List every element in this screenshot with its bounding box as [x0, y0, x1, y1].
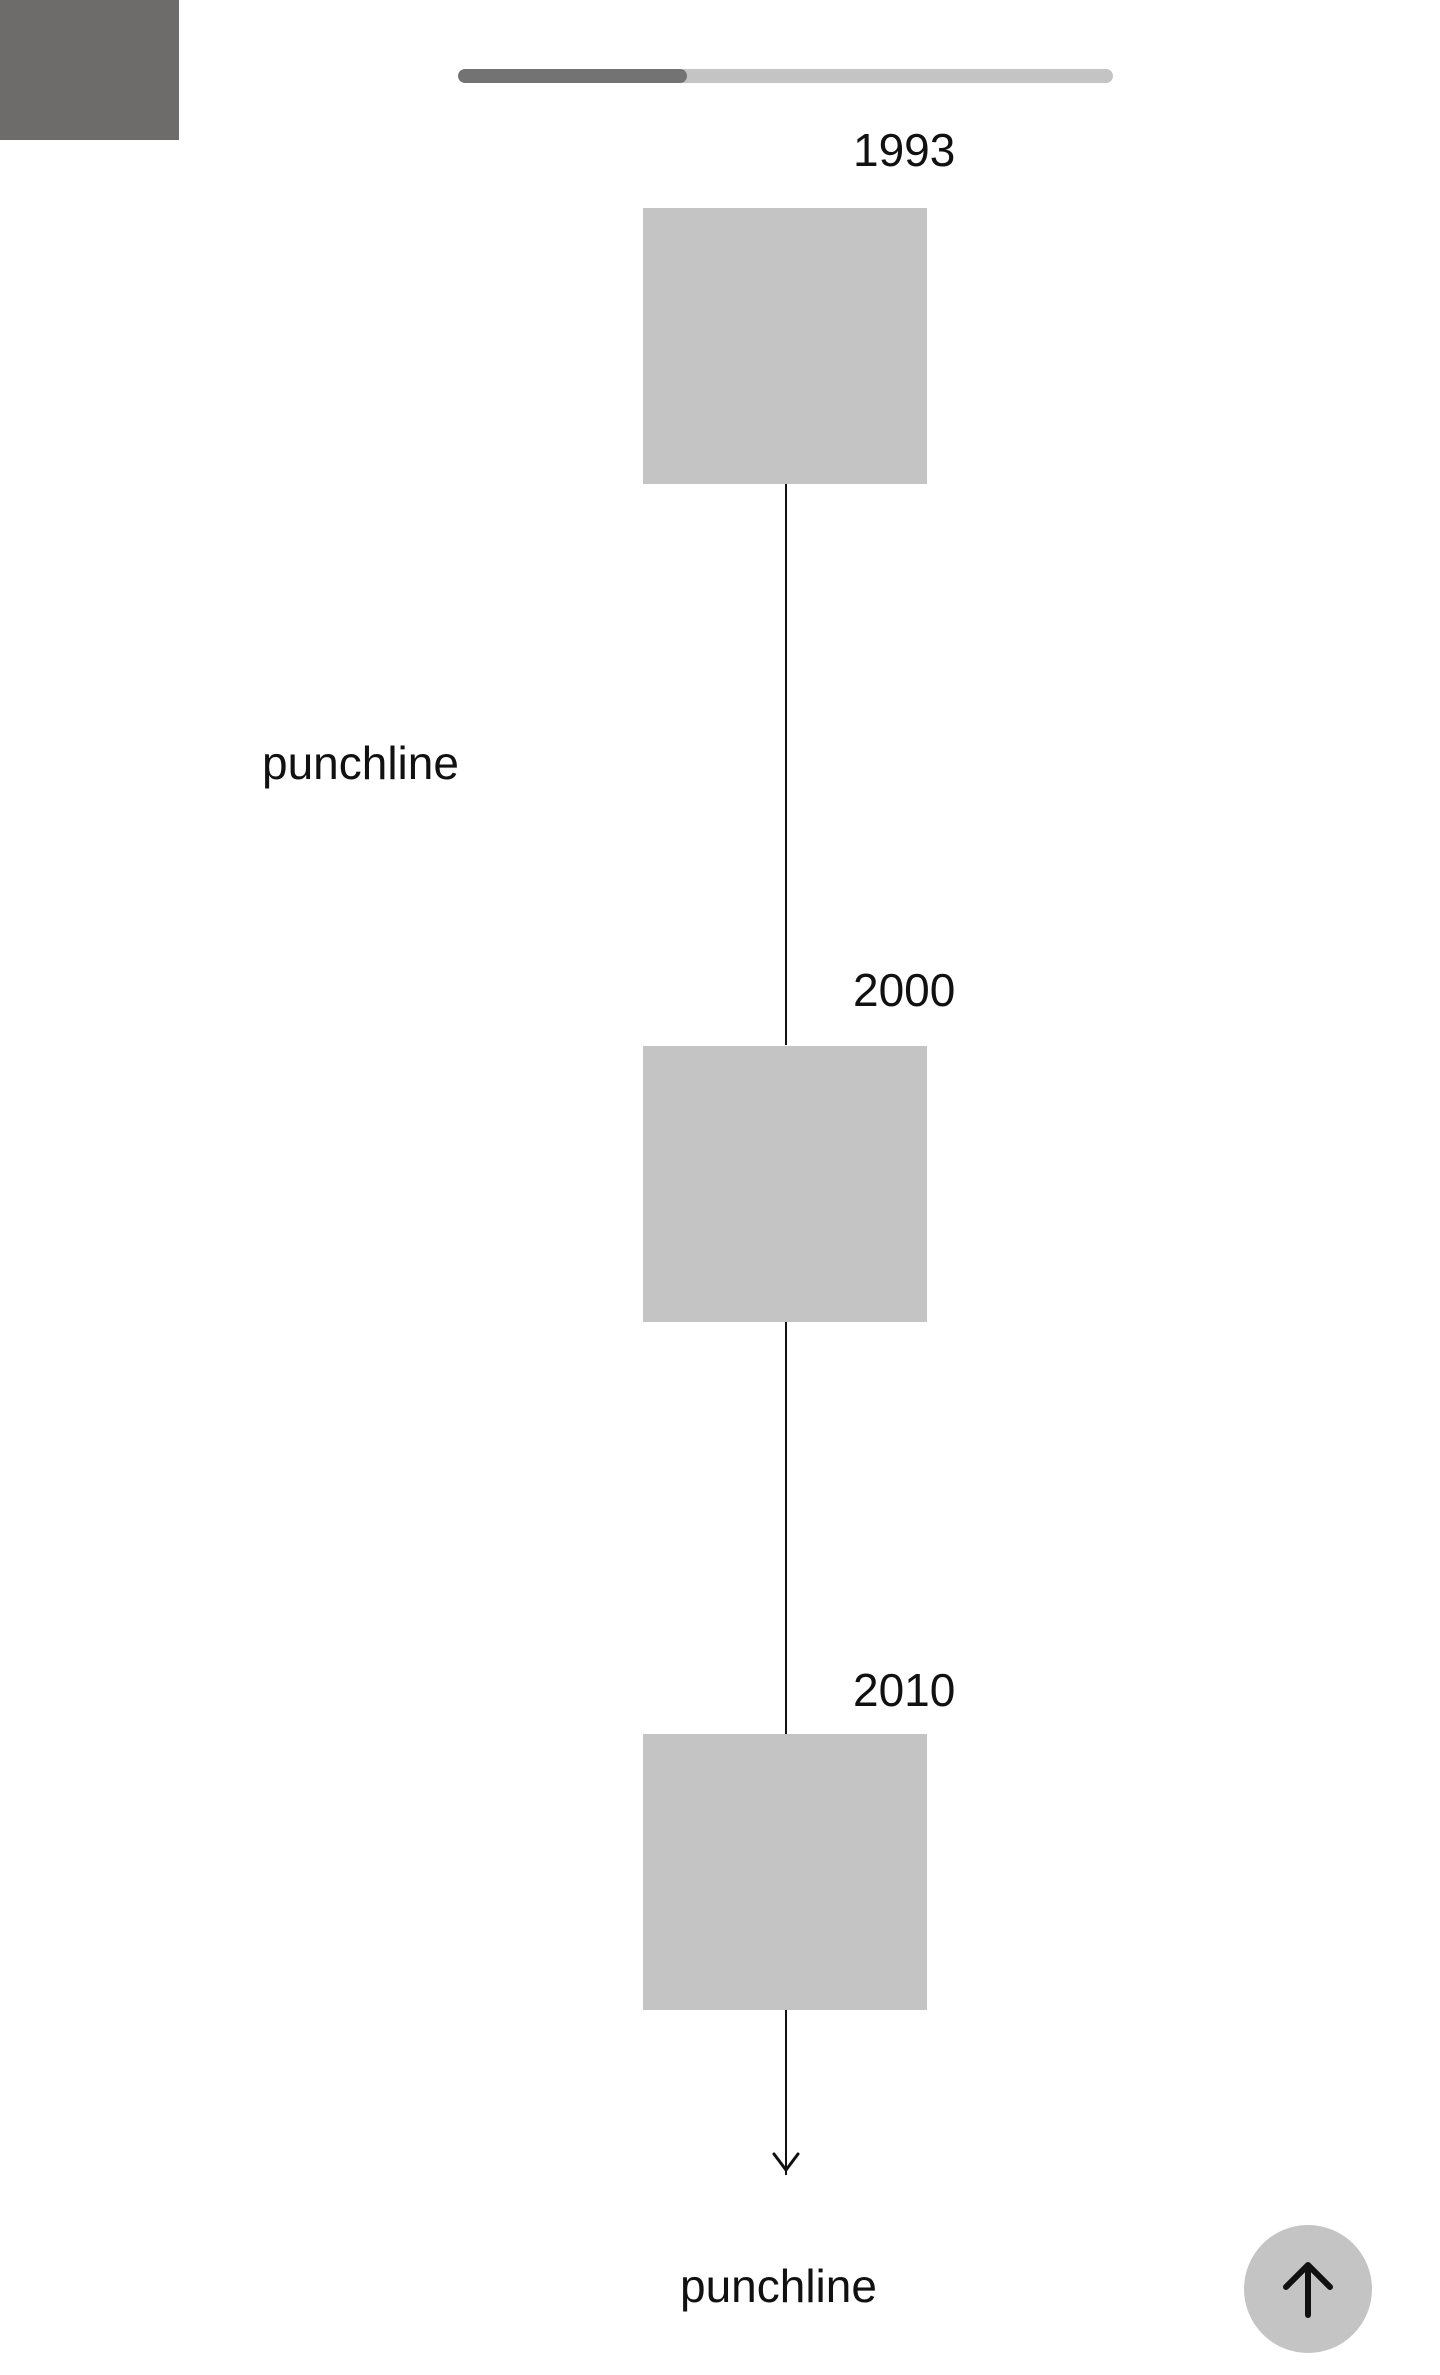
progress-bar [458, 69, 1113, 83]
timeline-year-1993: 1993 [853, 124, 956, 176]
timeline-line [785, 1322, 787, 1734]
progress-fill [458, 69, 688, 83]
timeline-image-placeholder [643, 1046, 927, 1322]
timeline-line [785, 484, 787, 1045]
timeline-year-2000: 2000 [853, 964, 956, 1016]
punchline-text: punchline [262, 737, 459, 789]
timeline-line [785, 2010, 787, 2175]
timeline-image-placeholder [643, 1734, 927, 2010]
down-arrow-icon [772, 2152, 800, 2172]
logo-placeholder [0, 0, 179, 140]
timeline-image-placeholder [643, 208, 927, 484]
scroll-to-top-button[interactable] [1244, 2225, 1372, 2353]
timeline-year-2010: 2010 [853, 1664, 956, 1716]
arrow-up-icon [1283, 2262, 1333, 2318]
punchline-text: punchline [680, 2260, 877, 2312]
